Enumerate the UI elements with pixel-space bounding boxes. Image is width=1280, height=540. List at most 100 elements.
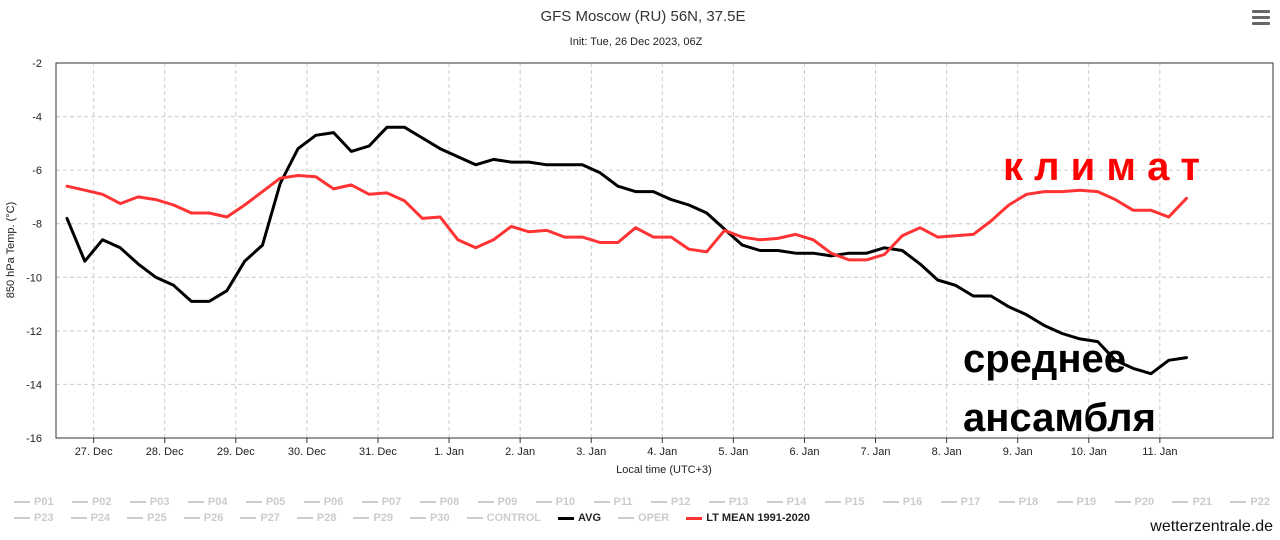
legend-symbol xyxy=(593,501,610,503)
legend-item-p01[interactable]: P01 xyxy=(14,496,54,508)
legend-symbol xyxy=(14,501,30,503)
chart-subtitle: Init: Tue, 26 Dec 2023, 06Z xyxy=(570,36,703,48)
legend-item-p25[interactable]: P25 xyxy=(127,512,167,524)
x-tick-label: 31. Dec xyxy=(359,446,397,458)
x-tick-label: 8. Jan xyxy=(932,446,962,458)
y-axis: -2 -4 -6 -8 -10 -12 -14 -16 xyxy=(26,58,42,445)
legend-item-p13[interactable]: P13 xyxy=(708,496,748,508)
legend-symbol xyxy=(361,501,378,503)
plot-area-border xyxy=(55,62,1274,439)
legend-item-oper[interactable]: OPER xyxy=(618,512,669,524)
annotation-ensemble-line2: ансамбля xyxy=(963,396,1156,440)
menu-icon xyxy=(1252,10,1270,13)
chart-menu-button[interactable] xyxy=(1252,10,1270,26)
legend-label: LT MEAN 1991-2020 xyxy=(706,512,810,524)
legend-item-control[interactable]: CONTROL xyxy=(466,512,542,524)
x-tick-label: 3. Jan xyxy=(576,446,606,458)
legend-symbol xyxy=(824,501,841,503)
legend-row-1: P01 P02 P03 P04 P05 P06 P07 P08 P09 P10 P11 P12 P13 P… xyxy=(14,494,1270,510)
legend-label: P14 xyxy=(786,496,807,508)
y-tick-label: -14 xyxy=(26,379,42,391)
x-tick-label: 27. Dec xyxy=(75,446,113,458)
x-tick-label: 28. Dec xyxy=(146,446,184,458)
legend-label: P10 xyxy=(555,496,576,508)
legend-symbol xyxy=(245,501,262,503)
legend-item-p19[interactable]: P19 xyxy=(1056,496,1096,508)
legend-item-p21[interactable]: P21 xyxy=(1172,496,1212,508)
legend-symbol xyxy=(129,501,146,503)
x-tick-label: 11. Jan xyxy=(1142,446,1177,458)
legend-symbol xyxy=(1114,501,1131,503)
x-tick-label: 5. Jan xyxy=(718,446,748,458)
legend-item-p20[interactable]: P20 xyxy=(1114,496,1154,508)
legend-item-p10[interactable]: P10 xyxy=(535,496,576,508)
legend-item-avg[interactable]: AVG xyxy=(558,512,601,524)
legend-item-p16[interactable]: P16 xyxy=(882,496,923,508)
legend-symbol xyxy=(618,517,635,519)
legend-label: P09 xyxy=(497,496,518,508)
legend-label: P07 xyxy=(381,496,402,508)
legend-item-p27[interactable]: P27 xyxy=(240,512,280,524)
legend-item-p30[interactable]: P30 xyxy=(410,512,450,524)
x-tick-label: 1. Jan xyxy=(434,446,464,458)
legend-label: CONTROL xyxy=(486,512,542,524)
legend-item-p09[interactable]: P09 xyxy=(477,496,518,508)
legend-symbol xyxy=(410,517,427,519)
x-axis: 27. Dec 28. Dec 29. Dec 30. Dec 31. Dec 1. Ja… xyxy=(75,438,1177,458)
annotation-ensemble-line1: среднее xyxy=(963,337,1126,381)
legend-label: P11 xyxy=(613,496,633,508)
legend-item-p07[interactable]: P07 xyxy=(361,496,402,508)
legend-item-lt-mean-1991-2020[interactable]: LT MEAN 1991-2020 xyxy=(686,512,810,524)
legend-label: P16 xyxy=(902,496,923,508)
legend-item-p05[interactable]: P05 xyxy=(245,496,286,508)
legend-label: P29 xyxy=(373,512,394,524)
y-axis-title: 850 hPa Temp. (°C) xyxy=(5,202,17,299)
series-line-lt-mean-1991-2020 xyxy=(65,174,1188,262)
legend-symbol xyxy=(187,501,204,503)
legend-symbol xyxy=(466,517,483,519)
legend-symbol xyxy=(70,517,87,519)
legend-item-p28[interactable]: P28 xyxy=(296,512,336,524)
legend-label: P23 xyxy=(34,512,54,524)
legend-label: P22 xyxy=(1250,496,1270,508)
x-tick-label: 6. Jan xyxy=(789,446,819,458)
legend-symbol xyxy=(940,501,957,503)
legend-item-p22[interactable]: P22 xyxy=(1230,496,1270,508)
x-tick-label: 9. Jan xyxy=(1003,446,1033,458)
x-tick-label: 7. Jan xyxy=(861,446,891,458)
legend-item-p24[interactable]: P24 xyxy=(70,512,110,524)
legend-item-p11[interactable]: P11 xyxy=(593,496,633,508)
legend-label: P26 xyxy=(203,512,224,524)
legend-label: P27 xyxy=(260,512,280,524)
legend-symbol xyxy=(1056,501,1073,503)
legend-symbol xyxy=(708,501,725,503)
legend-symbol xyxy=(686,516,703,520)
legend-label: P05 xyxy=(265,496,286,508)
legend-item-p15[interactable]: P15 xyxy=(824,496,864,508)
legend-item-p04[interactable]: P04 xyxy=(187,496,227,508)
legend-symbol xyxy=(558,516,575,520)
legend-symbol xyxy=(650,501,667,503)
x-axis-title: Local time (UTC+3) xyxy=(616,464,712,476)
legend-item-p02[interactable]: P02 xyxy=(71,496,112,508)
legend-item-p23[interactable]: P23 xyxy=(14,512,54,524)
legend-item-p29[interactable]: P29 xyxy=(353,512,393,524)
legend-symbol xyxy=(882,501,899,503)
legend-label: OPER xyxy=(638,512,670,524)
legend-item-p17[interactable]: P17 xyxy=(940,496,981,508)
legend-item-p08[interactable]: P08 xyxy=(419,496,459,508)
legend-symbol xyxy=(1172,501,1189,503)
y-tick-label: -2 xyxy=(32,58,42,70)
legend-item-p14[interactable]: P14 xyxy=(766,496,807,508)
legend-item-p03[interactable]: P03 xyxy=(129,496,169,508)
legend-item-p26[interactable]: P26 xyxy=(183,512,224,524)
legend-item-p12[interactable]: P12 xyxy=(650,496,691,508)
legend-label: P12 xyxy=(670,496,691,508)
legend-item-p06[interactable]: P06 xyxy=(303,496,343,508)
legend-symbol xyxy=(998,501,1015,503)
legend-label: P01 xyxy=(34,496,54,508)
legend-label: P25 xyxy=(147,512,167,524)
legend-item-p18[interactable]: P18 xyxy=(998,496,1038,508)
annotation-climate: к л и м а т xyxy=(1003,145,1200,189)
legend-label: P17 xyxy=(960,496,981,508)
